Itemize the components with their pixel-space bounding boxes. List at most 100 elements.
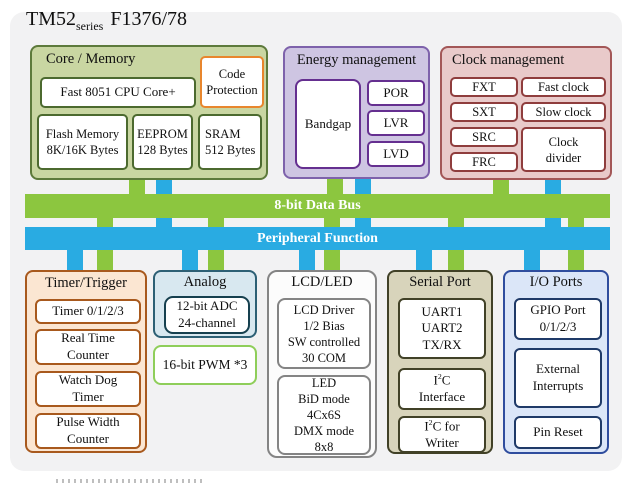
led-box: LED BiD mode 4Cx6S DMX mode 8x8 xyxy=(277,375,371,455)
text-line: Flash Memory xyxy=(45,127,120,141)
flash-memory-box: Flash Memory 8K/16K Bytes xyxy=(37,114,128,170)
lcd-driver-box: LCD Driver 1/2 Bias SW controlled 30 COM xyxy=(277,298,371,369)
peripheral-bus-bar: Peripheral Function xyxy=(25,227,610,250)
uart-box: UART1 UART2 TX/RX xyxy=(398,298,486,359)
lvd-box: LVD xyxy=(367,141,425,167)
sxt-box: SXT xyxy=(450,102,518,122)
lcd-led-label: LCD/LED xyxy=(291,274,353,290)
text-line: FXT xyxy=(472,80,496,94)
external-interrupts-box: External Interrupts xyxy=(514,348,602,408)
text-line: Pin Reset xyxy=(533,424,583,440)
text-line: LED xyxy=(311,376,337,390)
timer0123-box: Timer 0/1/2/3 xyxy=(35,299,141,324)
text-line: 0/1/2/3 xyxy=(539,319,577,334)
text-line: 8x8 xyxy=(314,440,334,454)
i2c-interface-box: I2C Interface xyxy=(398,368,486,410)
text-line: Real Time xyxy=(61,330,115,346)
text-line: 128 Bytes xyxy=(137,143,188,157)
frc-box: FRC xyxy=(450,152,518,172)
pwm-text: 16-bit PWM *3 xyxy=(162,357,248,372)
peripheral-bus-label: Peripheral Function xyxy=(257,230,378,246)
text-line: Fast clock xyxy=(537,80,590,94)
text-line: FRC xyxy=(472,155,496,169)
text-line: 4Cx6S xyxy=(306,408,342,422)
text-line: SRAM xyxy=(205,127,241,141)
text-line: Timer 0/1/2/3 xyxy=(52,303,124,319)
core-memory-block: Core / Memory Fast 8051 CPU Core+ Code P… xyxy=(30,45,268,180)
text-line: BiD mode xyxy=(298,392,350,406)
text-line: 24-channel xyxy=(178,315,236,330)
pin-reset-box: Pin Reset xyxy=(514,416,602,449)
text-line: divider xyxy=(545,150,582,165)
text-line: UART1 xyxy=(421,303,463,319)
data-bus-bar: 8-bit Data Bus xyxy=(25,194,610,218)
text-line: I2C for xyxy=(424,417,460,434)
timer-trigger-label: Timer/Trigger xyxy=(45,275,127,291)
text-line: Interface xyxy=(418,389,466,405)
text-line: Writer xyxy=(425,434,459,450)
gpio-box: GPIO Port 0/1/2/3 xyxy=(514,298,602,340)
i2c-writer-box: I2C for Writer xyxy=(398,416,486,453)
serial-port-block: Serial Port UART1 UART2 TX/RX I2C Interf… xyxy=(387,270,493,454)
text-line: 30 COM xyxy=(301,350,347,365)
sram-box: SRAM 512 Bytes xyxy=(198,114,262,170)
text-line: SW controlled xyxy=(287,334,361,349)
text-line: POR xyxy=(383,84,409,100)
io-ports-label: I/O Ports xyxy=(529,274,583,290)
analog-block: Analog 12-bit ADC 24-channel xyxy=(153,270,257,338)
lvr-box: LVR xyxy=(367,110,425,136)
text-line: LVR xyxy=(383,114,409,130)
timer-trigger-block: Timer/Trigger Timer 0/1/2/3 Real Time Co… xyxy=(25,270,147,453)
text-line: Protection xyxy=(206,83,258,97)
bandgap-text: Bandgap xyxy=(304,115,352,131)
fast-clock-box: Fast clock xyxy=(521,77,606,97)
bandgap-box: Bandgap xyxy=(295,79,361,169)
text-line: 512 Bytes xyxy=(205,143,256,157)
real-time-counter-box: Real Time Counter xyxy=(35,329,141,365)
fxt-box: FXT xyxy=(450,77,518,97)
text-line: Counter xyxy=(67,347,109,362)
serial-port-label: Serial Port xyxy=(409,274,471,290)
text-line: External xyxy=(535,361,581,377)
slow-clock-box: Slow clock xyxy=(521,102,606,122)
pwm-box: 16-bit PWM *3 xyxy=(153,345,257,385)
text-line: SRC xyxy=(472,130,496,144)
text-line: Counter xyxy=(67,431,109,446)
text-line: 12-bit ADC xyxy=(176,298,238,314)
text-line: UART2 xyxy=(421,320,463,336)
clock-management-block: Clock management FXT SXT SRC FRC Fast cl… xyxy=(440,46,612,180)
text-line: 1/2 Bias xyxy=(303,318,345,333)
superscript: 2 xyxy=(437,372,442,382)
text-line: LCD Driver xyxy=(293,302,355,317)
src-box: SRC xyxy=(450,127,518,147)
energy-management-block: Energy management Bandgap POR LVR LVD xyxy=(283,46,430,179)
text-line: SXT xyxy=(472,105,496,119)
analog-label: Analog xyxy=(183,274,227,290)
eeprom-box: EEPROM 128 Bytes xyxy=(132,114,193,170)
data-bus-label: 8-bit Data Bus xyxy=(274,198,361,213)
text-line: Watch Dog xyxy=(58,372,118,388)
text-line: Code xyxy=(218,67,246,81)
superscript: 2 xyxy=(428,417,433,427)
text-line: GPIO Port xyxy=(530,302,586,318)
adc-box: 12-bit ADC 24-channel xyxy=(164,296,250,334)
energy-management-label: Energy management xyxy=(296,52,417,68)
text-line: Clock xyxy=(548,134,579,149)
text-line: DMX mode xyxy=(293,424,355,438)
text-line: TX/RX xyxy=(422,336,462,352)
text-line: I2C xyxy=(433,372,451,388)
cpu-core-text: Fast 8051 CPU Core+ xyxy=(60,84,176,100)
cpu-core-box: Fast 8051 CPU Core+ xyxy=(40,77,196,108)
text-line: 8K/16K Bytes xyxy=(46,143,119,157)
code-protection-box: Code Protection xyxy=(200,56,264,108)
text-line: Slow clock xyxy=(535,105,592,119)
text-line: EEPROM xyxy=(137,127,188,141)
core-memory-label: Core / Memory xyxy=(46,51,136,67)
io-ports-block: I/O Ports GPIO Port 0/1/2/3 External Int… xyxy=(503,270,609,454)
clock-management-label: Clock management xyxy=(452,52,565,68)
clipped-caption-sliver xyxy=(56,479,206,483)
text-line: Interrupts xyxy=(532,378,584,393)
title-model: F1376/78 xyxy=(110,8,188,30)
watch-dog-timer-box: Watch Dog Timer xyxy=(35,371,141,407)
